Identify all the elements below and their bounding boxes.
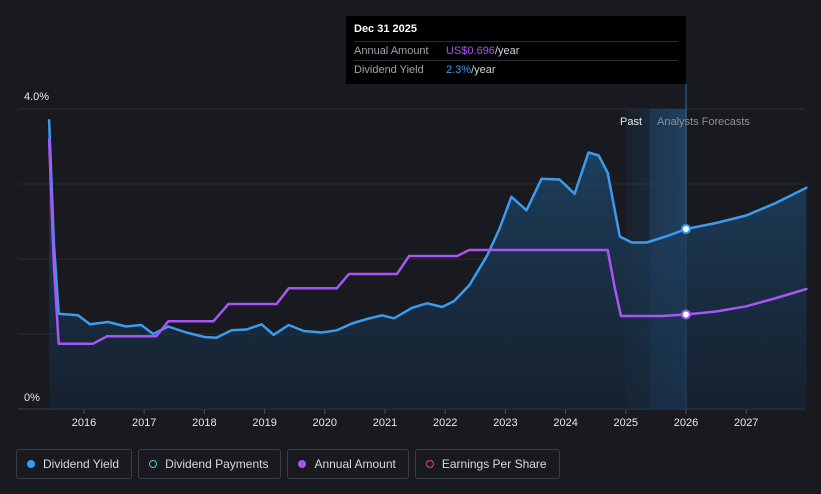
x-tick-label: 2026 [674,417,698,429]
dividend-chart: Past Analysts Forecasts 4.0% 0% 2016 2017 201… [18,84,808,429]
annual-amount-dot-icon [298,460,307,468]
axes: 4.0% 0% 2016 2017 2018 2019 2020 2021 2022 2023 20… [24,91,758,429]
tooltip-row-annual-amount: Annual Amount US$0.696/year [354,41,678,60]
tooltip-value: 2.3%/year [446,64,496,76]
legend-label: Dividend Yield [43,457,120,471]
legend-label: Annual Amount [314,457,396,471]
legend-item-annual-amount[interactable]: Annual Amount [287,449,409,479]
dividend-yield-dot-icon [27,460,35,468]
x-tick-label: 2027 [734,417,758,429]
series-line-dividend-yield [47,119,808,340]
tooltip-date: Dec 31 2025 [354,23,417,35]
tooltip-label: Annual Amount [354,45,429,57]
legend-item-earnings-per-share[interactable]: Earnings Per Share [414,449,560,479]
hover-tooltip: Dec 31 2025 Annual Amount US$0.696/year … [346,16,686,84]
series-marker [681,309,691,320]
y-tick-label: 4.0% [24,91,49,103]
dividend-payments-ring-icon [149,460,158,468]
analysts-forecasts-label: Analysts Forecasts [657,116,750,128]
chart-legend: Dividend Yield Dividend Payments Annual … [16,449,560,479]
x-tick-label: 2018 [192,417,216,429]
tooltip-value: US$0.696/year [446,45,520,57]
tooltip-label: Dividend Yield [354,64,424,76]
tooltip-row-dividend-yield: Dividend Yield 2.3%/year [354,60,678,79]
series-markers [681,224,691,320]
yield-area [49,120,807,410]
x-tick-label: 2021 [373,417,397,429]
x-tick-label: 2023 [493,417,517,429]
legend-item-dividend-payments[interactable]: Dividend Payments [138,449,282,479]
legend-label: Earnings Per Share [441,457,547,471]
legend-label: Dividend Payments [165,457,269,471]
x-tick-label: 2024 [553,417,577,429]
legend-item-dividend-yield[interactable]: Dividend Yield [16,449,133,479]
x-tick-label: 2020 [313,417,337,429]
x-tick-label: 2019 [252,417,276,429]
x-tick-label: 2025 [614,417,638,429]
earnings-per-share-ring-icon [425,460,434,468]
x-tick-label: 2017 [132,417,156,429]
series-marker [681,224,691,234]
series-area-0 [49,120,807,410]
x-tick-label: 2016 [72,417,96,429]
x-tick-label: 2022 [433,417,457,429]
y-tick-label: 0% [24,392,40,404]
past-label: Past [620,116,642,128]
